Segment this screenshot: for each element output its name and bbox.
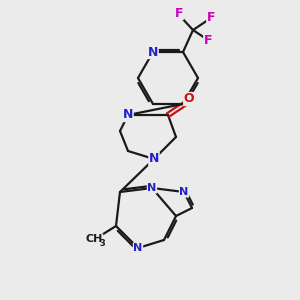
Text: O: O <box>184 92 194 106</box>
Text: N: N <box>148 46 158 59</box>
Text: F: F <box>207 11 215 23</box>
Text: F: F <box>204 34 212 46</box>
Text: F: F <box>175 7 183 20</box>
Text: N: N <box>149 152 159 166</box>
Text: N: N <box>134 243 142 253</box>
Text: CH: CH <box>85 234 103 244</box>
Text: N: N <box>179 187 189 197</box>
Text: N: N <box>123 109 133 122</box>
Text: 3: 3 <box>99 238 105 247</box>
Text: N: N <box>147 183 157 193</box>
